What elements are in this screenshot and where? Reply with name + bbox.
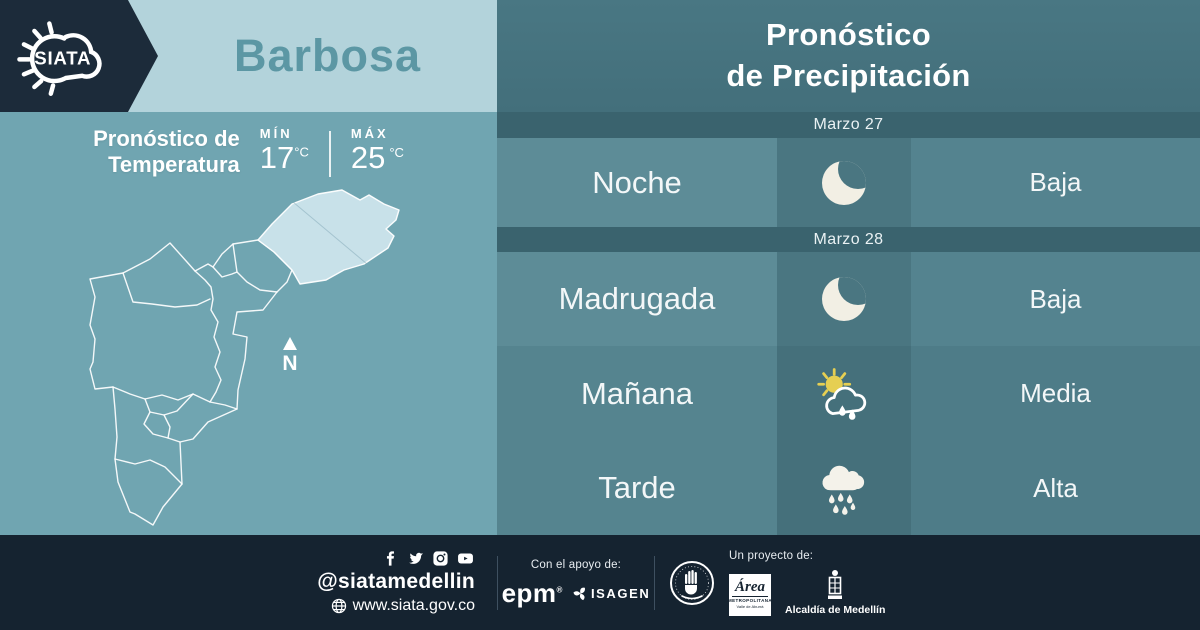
max-value: 25 °C — [350, 140, 404, 175]
footer-apoyo-section: Con el apoyo de: epm® ISAGEN — [498, 559, 654, 606]
date-band-marzo-27: Marzo 27 — [497, 112, 1200, 138]
north-compass: N — [282, 337, 298, 375]
min-max-divider — [328, 131, 331, 177]
website-url: www.siata.gov.co — [352, 596, 475, 614]
instagram-icon[interactable] — [432, 550, 449, 567]
rain-cloud-icon — [777, 441, 911, 535]
footer-proyecto-section: Un proyecto de: Área METROPOLITANA Valle… — [728, 549, 885, 616]
siata-logo-icon: SIATA — [17, 21, 102, 96]
footer-seal-section — [655, 560, 729, 606]
temperature-max: MÁX 25 °C — [351, 126, 404, 175]
footer-divider — [654, 555, 655, 610]
time-label: Madrugada — [497, 252, 777, 346]
forecast-row-manana: Mañana Media — [497, 346, 1200, 441]
footer-bar: @siatamedellin www.siata.gov.co Con el a… — [0, 535, 1200, 630]
temperature-title: Pronóstico de Temperatura — [93, 126, 240, 178]
youtube-icon[interactable] — [456, 550, 475, 567]
hand-seal-logo — [670, 560, 714, 605]
level-label: Baja — [911, 138, 1200, 227]
max-label: MÁX — [350, 126, 389, 141]
siata-logo-plate: SIATA — [0, 0, 158, 112]
map-municipality-borders — [122, 272, 211, 308]
website-row[interactable]: www.siata.gov.co — [331, 597, 475, 615]
globe-icon — [331, 598, 346, 613]
forecast-row-noche: Noche Baja — [497, 138, 1200, 227]
social-icons — [383, 550, 475, 567]
min-label: MÍN — [259, 126, 293, 141]
page-title: Barbosa — [233, 30, 422, 81]
level-label: Baja — [911, 252, 1200, 346]
facebook-icon[interactable] — [383, 550, 400, 567]
alcaldia-medellin-logo: Alcaldía de Medellín — [785, 569, 885, 616]
time-label: Noche — [497, 138, 777, 227]
sun-rain-cloud-icon — [777, 346, 911, 441]
level-label: Media — [911, 346, 1200, 441]
moon-icon — [777, 138, 911, 227]
footer-divider — [497, 555, 498, 610]
precipitation-title: Pronóstico de Precipitación — [497, 0, 1200, 112]
social-handle[interactable]: @siatamedellin — [317, 570, 475, 594]
header-band: Barbosa SIATA — [0, 0, 497, 112]
forecast-row-tarde: Tarde Alta — [497, 441, 1200, 535]
date-band-marzo-28: Marzo 28 — [497, 227, 1200, 252]
epm-logo: epm® — [501, 578, 563, 608]
moon-icon — [777, 252, 911, 346]
alcaldia-emblem-icon — [828, 569, 843, 599]
proyecto-label: Un proyecto de: — [729, 549, 814, 562]
svg-text:N: N — [282, 352, 297, 375]
temperature-forecast: Pronóstico de Temperatura MÍN 17°C MÁX 2… — [0, 126, 497, 179]
svg-text:SIATA: SIATA — [34, 48, 91, 69]
aburra-valley-map: N — [89, 189, 400, 526]
precipitation-panel: Pronóstico de Precipitación Marzo 27 Noc… — [497, 0, 1200, 535]
area-metropolitana-logo: Área METROPOLITANA Valle de Aburrá — [728, 573, 772, 616]
footer-social-section: @siatamedellin www.siata.gov.co — [0, 550, 497, 614]
apoyo-label: Con el apoyo de: — [530, 559, 622, 571]
level-label: Alta — [911, 441, 1200, 535]
twitter-icon[interactable] — [407, 550, 425, 567]
time-label: Mañana — [497, 346, 777, 441]
time-label: Tarde — [497, 441, 777, 535]
map-outer-boundary — [89, 239, 293, 526]
map-highlight-barbosa — [257, 189, 400, 285]
min-value: 17°C — [259, 140, 309, 175]
forecast-row-madrugada: Madrugada Baja — [497, 252, 1200, 346]
temperature-min: MÍN 17°C — [260, 126, 309, 175]
temperature-map-panel: N Pronóstico de Temperatura MÍN 17°C MÁX… — [0, 112, 497, 535]
isagen-logo: ISAGEN — [573, 586, 650, 601]
isagen-pinwheel-icon — [573, 587, 585, 600]
